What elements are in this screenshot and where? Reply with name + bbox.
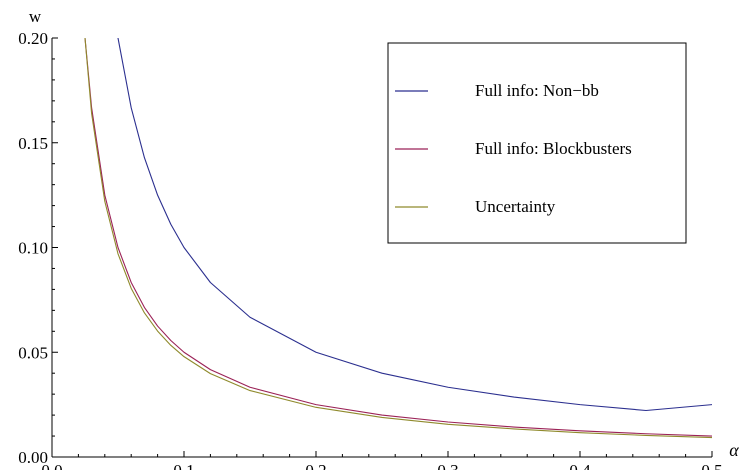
x-tick-label: 0.1	[173, 461, 194, 470]
plot-layer	[84, 38, 712, 439]
legend-box	[387, 42, 687, 244]
x-tick-label: 0.5	[701, 461, 722, 470]
series-line-non-bb	[117, 38, 712, 412]
y-tick-label: 0.00	[18, 448, 48, 467]
y-tick-label: 0.20	[18, 29, 48, 48]
series-line-uncertainty	[84, 38, 712, 439]
x-axis-label: α	[729, 440, 739, 460]
legend-item-non-bb-label: Full info: Non−bb	[475, 81, 599, 100]
x-tick-label: 0.0	[41, 461, 62, 470]
legend-item-uncertainty-label: Uncertainty	[475, 197, 556, 216]
x-tick-label: 0.4	[569, 461, 591, 470]
legend-item-blockbusters-label: Full info: Blockbusters	[475, 139, 632, 158]
x-tick-label: 0.2	[305, 461, 326, 470]
y-axis-label: w	[29, 7, 42, 26]
series-line-blockbusters	[84, 38, 712, 437]
x-tick-label: 0.3	[437, 461, 458, 470]
legend: Full info: Non−bb Full info: Blockbusters…	[387, 42, 687, 244]
y-tick-label: 0.15	[18, 134, 48, 153]
y-tick-label: 0.05	[18, 343, 48, 362]
y-tick-label: 0.10	[18, 239, 48, 258]
